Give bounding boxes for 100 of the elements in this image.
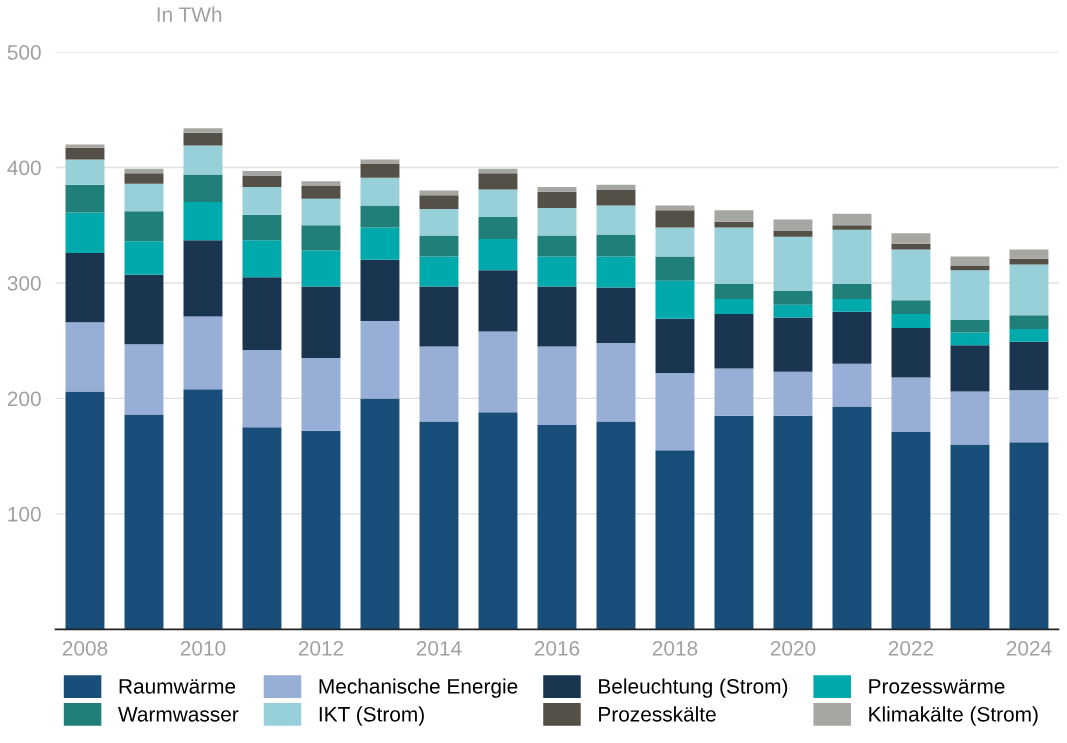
- x-tick-label: 2020: [770, 640, 816, 656]
- bar: [419, 421, 459, 630]
- bar: [537, 286, 577, 347]
- bar: [124, 241, 164, 275]
- bar: [183, 145, 223, 175]
- bar: [655, 227, 695, 257]
- bar: [478, 412, 518, 630]
- bar: [242, 187, 282, 215]
- legend-label: IKT (Strom): [319, 706, 424, 726]
- legend-label: Prozesskälte: [599, 706, 716, 722]
- bar: [950, 345, 990, 392]
- bar: [1009, 329, 1049, 342]
- bar: [596, 234, 636, 257]
- bar: [773, 236, 813, 292]
- bar: [242, 427, 282, 630]
- bar: [65, 147, 105, 160]
- bar: [301, 185, 341, 199]
- bar: [950, 444, 990, 630]
- bar: [419, 209, 459, 236]
- legend-label: Warmwasser: [118, 707, 239, 722]
- x-tick-label: 2014: [416, 640, 462, 656]
- bar: [301, 430, 341, 630]
- bar: [655, 256, 695, 281]
- bar: [360, 259, 400, 322]
- x-tick-label: 2018: [652, 640, 698, 656]
- bar: [124, 183, 164, 212]
- bar: [1009, 442, 1049, 630]
- bar: [537, 424, 577, 630]
- bar: [655, 450, 695, 630]
- bar: [419, 286, 459, 347]
- bar: [124, 211, 164, 242]
- bar: [419, 346, 459, 422]
- bar: [360, 159, 400, 165]
- bar: [537, 187, 577, 192]
- bar: [832, 406, 872, 630]
- legend-label: Mechanische Energie: [319, 678, 518, 698]
- bar: [537, 346, 577, 425]
- bar: [773, 291, 813, 305]
- legend-label: Raumwärme: [119, 679, 236, 694]
- bar: [596, 342, 636, 422]
- bar: [773, 219, 813, 231]
- bar: [832, 284, 872, 300]
- bar: [655, 280, 695, 319]
- bar: [714, 210, 754, 222]
- y-tick-label: 400: [7, 160, 41, 176]
- y-tick-label: 500: [7, 45, 41, 60]
- legend-label: Prozesswärme: [869, 679, 1005, 694]
- bar: [242, 240, 282, 278]
- bar: [596, 256, 636, 288]
- bar: [832, 363, 872, 407]
- bar: [950, 319, 990, 333]
- bar: [655, 372, 695, 451]
- x-tick-label: 2012: [298, 640, 344, 656]
- bar: [655, 210, 695, 228]
- x-tick-label: 2024: [1006, 640, 1052, 656]
- bar: [183, 202, 223, 241]
- bar: [360, 177, 400, 206]
- bar: [596, 287, 636, 343]
- bar: [1009, 249, 1049, 259]
- bar: [65, 252, 105, 323]
- bar: [773, 415, 813, 630]
- bar: [124, 274, 164, 345]
- bar: [950, 256, 990, 266]
- bar: [242, 349, 282, 428]
- bar: [950, 270, 990, 320]
- bar: [773, 371, 813, 416]
- bar: [478, 239, 518, 271]
- bar: [832, 311, 872, 364]
- bar: [891, 377, 931, 432]
- x-tick-label: 2016: [534, 640, 580, 656]
- bar: [832, 299, 872, 312]
- bar: [124, 414, 164, 630]
- bar: [478, 331, 518, 413]
- bar: [360, 321, 400, 399]
- bar: [183, 174, 223, 203]
- bar: [891, 431, 931, 630]
- bar: [360, 164, 400, 178]
- bar: [65, 391, 105, 630]
- y-tick-label: 300: [7, 275, 41, 291]
- bar: [773, 317, 813, 372]
- x-tick-label: 2022: [888, 640, 934, 656]
- bar: [1009, 315, 1049, 330]
- bar: [419, 195, 459, 210]
- bar: [1009, 264, 1049, 316]
- bar: [301, 286, 341, 358]
- bar: [301, 181, 341, 186]
- bar: [360, 227, 400, 260]
- bar: [183, 132, 223, 146]
- bar: [301, 225, 341, 251]
- bar: [1009, 390, 1049, 443]
- bar: [537, 235, 577, 257]
- bar: [65, 322, 105, 392]
- bar: [714, 221, 754, 228]
- bar: [891, 314, 931, 328]
- bar: [891, 249, 931, 301]
- bar: [714, 299, 754, 315]
- bar: [596, 421, 636, 630]
- bar: [714, 368, 754, 416]
- bar: [301, 357, 341, 431]
- bar: [478, 270, 518, 332]
